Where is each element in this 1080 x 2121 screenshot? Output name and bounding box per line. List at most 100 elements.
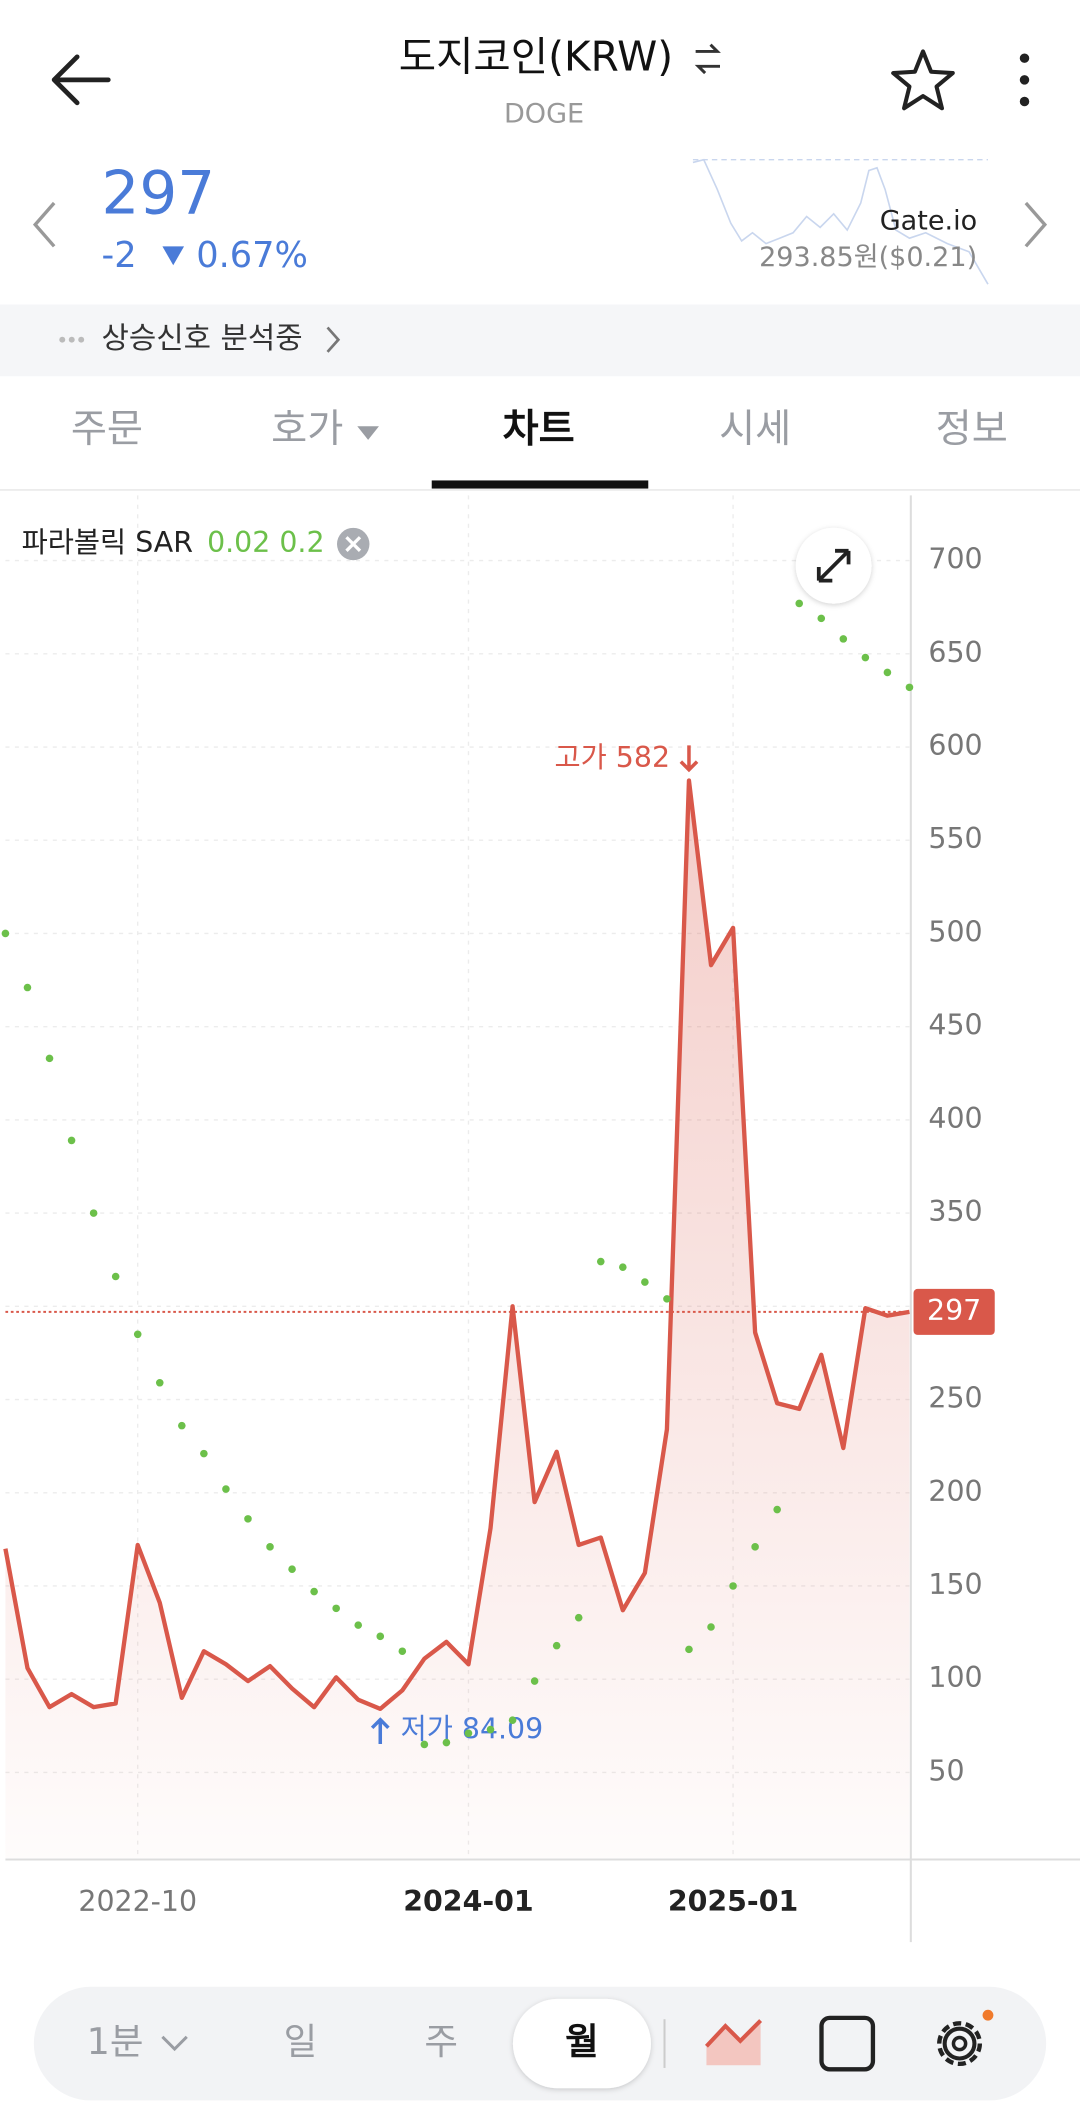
exchange-name: Gate.io [880, 205, 977, 236]
sar-dot [288, 1565, 296, 1573]
high-label: 고가 582 [555, 741, 671, 774]
y-tick-label: 150 [928, 1568, 982, 1601]
sparkline [692, 158, 989, 285]
sar-dot [596, 1257, 605, 1266]
y-tick-label: 500 [928, 915, 982, 948]
sar-dot [332, 1604, 340, 1613]
next-button[interactable] [1024, 201, 1048, 248]
tab[interactable]: 시세 [719, 407, 791, 452]
settings-button[interactable] [937, 2009, 994, 2067]
indicator-params: 0.02 0.2 [207, 526, 324, 559]
sar-dot [861, 653, 870, 662]
y-tick-label: 550 [928, 822, 982, 855]
x-tick-label: 2025-01 [668, 1885, 798, 1918]
down-triangle [162, 246, 185, 266]
y-tick-label: 650 [928, 636, 982, 669]
favorite-button[interactable] [891, 49, 955, 111]
change-percent: 0.67% [196, 235, 308, 276]
sar-dot [729, 1582, 737, 1590]
sar-dot [486, 1725, 495, 1734]
y-tick-label: 450 [928, 1009, 982, 1042]
signal-dots [59, 336, 85, 343]
sar-dot [376, 1632, 385, 1641]
title: 도지코인(KRW) [399, 33, 673, 81]
tab-active[interactable]: 차트 [503, 407, 575, 452]
indicator-name: 파라볼릭 SAR [22, 526, 193, 559]
low-arrow [370, 1717, 390, 1745]
tab-indicator [431, 480, 649, 489]
sar-dot [420, 1740, 429, 1749]
sar-dot [111, 1272, 120, 1281]
sar-dot [508, 1716, 517, 1725]
interval-active-bg [512, 1998, 651, 2089]
signal-arrow [326, 326, 341, 353]
sar-dot [795, 599, 804, 608]
tab[interactable]: 호가 [271, 407, 343, 452]
sar-dot [641, 1278, 649, 1286]
tab[interactable]: 정보 [936, 407, 1008, 452]
price: 297 [102, 160, 216, 229]
x-tick-label: 2024-01 [403, 1885, 533, 1918]
y-tick-label: 350 [928, 1195, 982, 1228]
sar-dot [773, 1505, 781, 1514]
sar-dot [817, 614, 826, 623]
sar-dot [398, 1647, 407, 1656]
interval[interactable]: 주 [424, 2020, 458, 2063]
sar-dot [883, 668, 892, 677]
sar-dot [663, 1295, 671, 1303]
sar-dot [707, 1623, 715, 1631]
interval-active[interactable]: 월 [565, 2020, 599, 2063]
sar-dot [751, 1543, 759, 1551]
sar-dot [354, 1621, 363, 1629]
prev-button[interactable] [32, 201, 56, 248]
sar-dot [574, 1613, 583, 1622]
y-tick-label: 400 [928, 1102, 982, 1135]
chart-type-button[interactable] [704, 2019, 763, 2066]
exchange-price: 293.85원($0.21) [759, 242, 977, 273]
chart: 5010015020025030035040045050055060065070… [1, 495, 1080, 1943]
expand-icon [816, 548, 851, 583]
sar-dot [1, 929, 10, 938]
y-tick-label: 50 [928, 1754, 964, 1787]
y-tick-label: 200 [928, 1475, 982, 1508]
sar-dot [45, 1054, 54, 1063]
current-price-label: 297 [927, 1294, 981, 1327]
tab-dropdown [357, 426, 379, 440]
price-area [5, 780, 910, 1859]
sar-dot [178, 1421, 186, 1430]
close-x [345, 536, 362, 552]
interval[interactable]: 일 [284, 2020, 318, 2063]
y-tick-label: 250 [928, 1382, 982, 1415]
back-button[interactable] [51, 54, 111, 106]
subtitle: DOGE [504, 99, 584, 130]
sar-dot [155, 1378, 164, 1387]
sar-dot [244, 1515, 252, 1523]
low-label: 저가 84.09 [401, 1713, 544, 1746]
price-line [3, 778, 910, 1712]
sar-dot [200, 1449, 208, 1458]
x-tick-label: 2022-10 [78, 1885, 197, 1918]
sar-dot [685, 1645, 693, 1654]
y-tick-label: 100 [928, 1661, 982, 1694]
more-button[interactable] [1019, 53, 1030, 107]
sar-dot [266, 1543, 274, 1551]
interval-chevron [161, 2035, 188, 2052]
current-price-box [913, 1288, 995, 1335]
sar-dot [89, 1209, 98, 1217]
sar-dot [67, 1136, 76, 1145]
swap-icon[interactable] [694, 43, 721, 75]
high-arrow [679, 745, 699, 773]
y-tick-label: 600 [928, 729, 982, 762]
sar-dot [530, 1677, 539, 1685]
signal-bar[interactable] [0, 304, 1080, 377]
sar-dot [222, 1485, 230, 1493]
sar-dot [442, 1738, 451, 1747]
tab[interactable]: 주문 [71, 407, 143, 452]
sar-dot [310, 1587, 318, 1596]
sar-dot [552, 1641, 561, 1650]
sar-dot [464, 1729, 473, 1738]
sar-dot [133, 1330, 142, 1339]
drawing-button[interactable] [819, 2015, 876, 2072]
interval-select[interactable]: 1분 [87, 2020, 144, 2063]
